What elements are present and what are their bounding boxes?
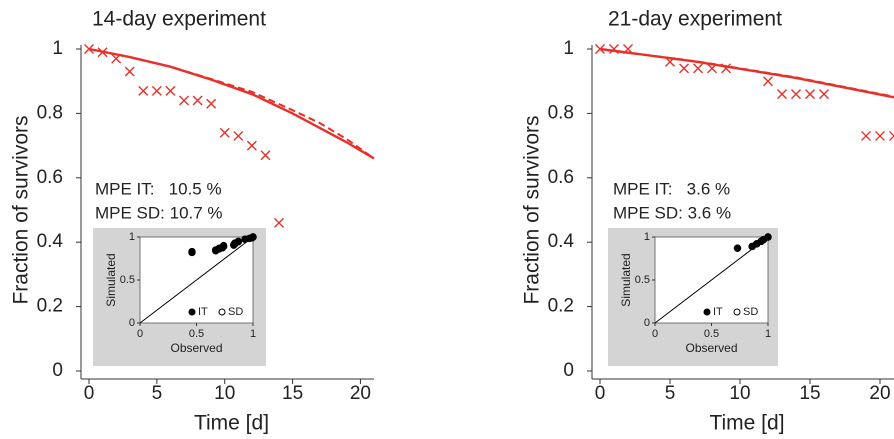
inset-y-tick-label: 0.5 xyxy=(120,274,135,286)
observed-marker xyxy=(151,85,162,96)
observed-marker xyxy=(260,150,271,161)
it-point xyxy=(249,233,257,241)
inset-x-tick-label: 0 xyxy=(137,328,143,340)
inset-x-tick-label: 1 xyxy=(765,328,771,340)
observed-marker xyxy=(861,130,871,141)
x-tick-label: 20 xyxy=(350,383,371,404)
observed-marker xyxy=(246,140,257,151)
inset-x-tick-label: 1 xyxy=(250,328,256,340)
y-tick-label: 0.6 xyxy=(548,167,574,188)
inset-x-tick-label: 0 xyxy=(652,328,658,340)
inset-y-label: Simulated xyxy=(104,253,118,306)
it-curve xyxy=(599,47,894,99)
observed-marker xyxy=(805,89,815,100)
inset-x-label: Observed xyxy=(685,341,737,355)
y-tick-label: 0.2 xyxy=(37,296,63,317)
inset-x-tick-label: 0.5 xyxy=(189,328,204,340)
observed-marker xyxy=(777,89,787,100)
inset-y-label: Simulated xyxy=(619,253,633,306)
inset-y-tick-label: 1 xyxy=(129,231,135,243)
y-tick-label: 0.8 xyxy=(37,102,63,123)
y-tick-label: 0.8 xyxy=(548,102,574,123)
chart-title: 21-day experiment xyxy=(608,8,782,31)
it-point xyxy=(764,233,772,241)
observed-marker xyxy=(889,130,894,141)
x-tick-label: 15 xyxy=(799,383,820,404)
observed-marker xyxy=(693,63,703,74)
observed-marker xyxy=(679,63,689,74)
sd-curve xyxy=(599,48,894,98)
y-tick-label: 0 xyxy=(563,360,574,381)
legend-label: SD xyxy=(228,306,243,318)
y-axis-label: Fraction of survivors xyxy=(521,115,544,304)
annotation: MPE IT: 3.6 % xyxy=(613,179,730,198)
inset-x-label: Observed xyxy=(170,341,222,355)
x-tick-label: 15 xyxy=(282,383,303,404)
inset-y-tick-label: 1 xyxy=(644,231,650,243)
y-tick-label: 0 xyxy=(52,360,63,381)
observed-marker xyxy=(138,85,149,96)
observed-marker xyxy=(192,95,203,106)
x-axis-label: Time [d] xyxy=(194,412,269,435)
y-axis-label: Fraction of survivors xyxy=(10,115,33,304)
annotation: MPE SD: 10.7 % xyxy=(95,203,223,222)
x-tick-label: 0 xyxy=(595,383,606,404)
it-point xyxy=(733,244,742,252)
x-axis-label: Time [d] xyxy=(709,412,784,435)
y-tick-label: 0.6 xyxy=(37,167,63,188)
x-tick-label: 0 xyxy=(84,383,95,404)
x-tick-label: 5 xyxy=(665,383,676,404)
it-point xyxy=(234,238,243,246)
y-tick-label: 0.4 xyxy=(37,231,64,252)
sd-curve xyxy=(88,48,375,160)
it-curve xyxy=(88,47,375,160)
identity-line xyxy=(654,236,769,324)
legend-marker xyxy=(218,308,226,316)
y-tick-label: 0.2 xyxy=(548,296,574,317)
legend-label: IT xyxy=(713,306,723,318)
y-tick-label: 1 xyxy=(52,38,63,59)
inset-x-tick-label: 0.5 xyxy=(704,328,719,340)
annotation: MPE SD: 3.6 % xyxy=(613,203,731,222)
x-tick-label: 10 xyxy=(214,383,235,404)
chart-title: 14-day experiment xyxy=(92,8,266,31)
identity-line xyxy=(139,236,254,324)
legend-marker xyxy=(703,308,711,316)
observed-marker xyxy=(791,89,801,100)
observed-marker xyxy=(819,89,829,100)
observed-marker xyxy=(763,76,773,87)
observed-marker xyxy=(124,66,135,77)
it-point xyxy=(188,248,196,257)
inset-y-tick-label: 0.5 xyxy=(635,274,650,286)
observed-marker xyxy=(233,130,244,141)
observed-marker xyxy=(206,98,217,109)
x-tick-label: 10 xyxy=(729,383,750,404)
observed-marker xyxy=(875,130,885,141)
legend-marker xyxy=(733,308,741,316)
it-point xyxy=(219,242,228,251)
y-tick-label: 1 xyxy=(563,38,574,59)
inset-y-tick-label: 0 xyxy=(129,317,135,329)
inset-y-tick-label: 0 xyxy=(644,317,650,329)
observed-marker xyxy=(274,217,284,228)
observed-marker xyxy=(179,95,189,106)
observed-marker xyxy=(219,127,230,138)
x-tick-label: 5 xyxy=(152,383,163,404)
legend-label: IT xyxy=(198,306,208,318)
legend-marker xyxy=(188,308,196,316)
observed-marker xyxy=(165,85,176,96)
x-tick-label: 20 xyxy=(869,383,890,404)
legend-label: SD xyxy=(743,306,758,318)
annotation: MPE IT: 10.5 % xyxy=(95,179,222,198)
y-tick-label: 0.4 xyxy=(548,231,575,252)
